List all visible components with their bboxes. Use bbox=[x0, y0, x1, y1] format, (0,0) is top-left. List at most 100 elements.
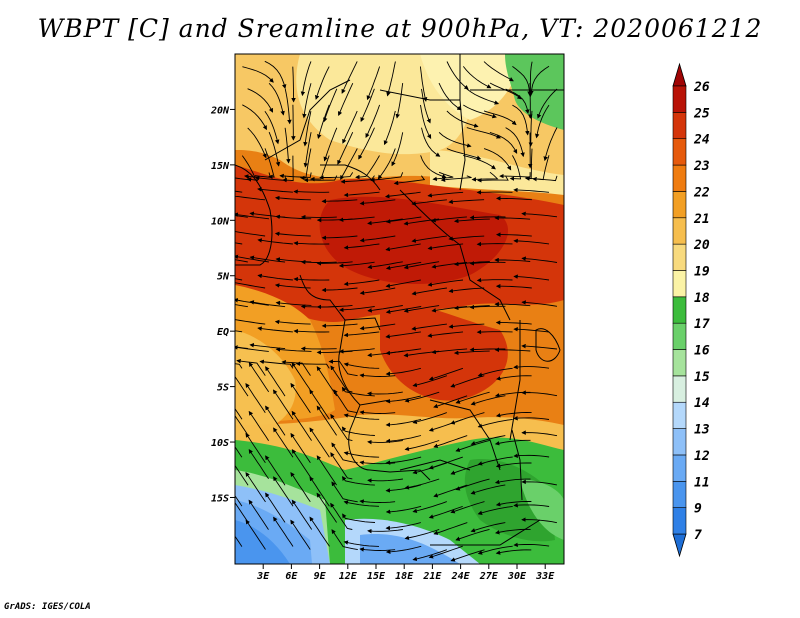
streamline bbox=[385, 435, 422, 444]
longitude-axis: 3E 6E 9E 12E 15E 18E 21E 24E 27E 30E 33E bbox=[256, 564, 555, 582]
colorbar-swatch bbox=[672, 454, 687, 482]
streamline bbox=[513, 238, 550, 245]
lat-tick-label: EQ bbox=[217, 327, 229, 338]
streamline bbox=[463, 154, 496, 170]
colorbar-label: 22 bbox=[693, 185, 710, 200]
streamline bbox=[521, 343, 558, 350]
streamline bbox=[343, 191, 380, 198]
streamline bbox=[235, 535, 243, 547]
streamline bbox=[477, 418, 513, 428]
streamline bbox=[330, 502, 353, 530]
lat-tick-label: 5S bbox=[217, 383, 229, 394]
streamline bbox=[433, 484, 468, 498]
streamline bbox=[257, 326, 293, 333]
streamline bbox=[303, 175, 338, 183]
streamline bbox=[235, 375, 249, 397]
streamline bbox=[303, 111, 312, 147]
streamline bbox=[385, 279, 421, 288]
streamline bbox=[330, 413, 353, 442]
colorbar-swatch bbox=[672, 322, 687, 350]
streamline bbox=[385, 331, 421, 339]
streamline bbox=[342, 513, 376, 523]
streamline bbox=[257, 273, 293, 281]
streamline bbox=[360, 88, 375, 123]
streamline bbox=[370, 172, 404, 183]
streamline bbox=[366, 66, 381, 101]
streamline bbox=[275, 347, 312, 352]
streamline bbox=[385, 348, 422, 356]
streamline bbox=[385, 216, 422, 224]
streamline bbox=[300, 61, 312, 97]
streamline bbox=[477, 175, 509, 183]
streamline bbox=[274, 231, 311, 237]
streamline bbox=[477, 367, 513, 377]
streamline bbox=[412, 501, 447, 514]
streamline bbox=[496, 232, 532, 237]
streamline bbox=[300, 346, 337, 351]
streamline bbox=[393, 175, 426, 186]
streamline bbox=[469, 347, 506, 352]
streamline bbox=[470, 522, 506, 533]
streamline bbox=[427, 279, 464, 287]
streamline bbox=[254, 175, 287, 181]
streamline bbox=[291, 66, 296, 103]
streamline bbox=[309, 516, 330, 547]
streamline bbox=[235, 278, 243, 281]
streamline bbox=[543, 127, 558, 162]
streamline bbox=[412, 412, 447, 425]
streamline bbox=[259, 359, 294, 369]
streamline bbox=[235, 304, 248, 308]
colorbar-label: 12 bbox=[694, 449, 710, 464]
streamline bbox=[264, 60, 287, 89]
colorbar-label: 7 bbox=[694, 528, 702, 543]
colorbar-label: 11 bbox=[694, 475, 710, 490]
streamlines bbox=[235, 60, 558, 562]
streamline bbox=[494, 215, 531, 221]
streamline bbox=[367, 439, 403, 445]
streamline bbox=[505, 88, 530, 114]
streamline bbox=[411, 323, 447, 331]
streamline bbox=[483, 148, 512, 171]
streamline bbox=[235, 259, 248, 263]
colorbar-swatch bbox=[672, 112, 687, 140]
streamline bbox=[247, 88, 274, 113]
streamline bbox=[359, 287, 396, 296]
streamline bbox=[242, 66, 274, 83]
streamline bbox=[385, 522, 421, 531]
streamline bbox=[291, 448, 313, 480]
streamline bbox=[295, 361, 330, 369]
streamline bbox=[310, 155, 330, 182]
streamline bbox=[273, 427, 294, 458]
streamline bbox=[428, 505, 463, 519]
streamline bbox=[454, 218, 490, 224]
streamline bbox=[438, 82, 462, 111]
streamline bbox=[235, 319, 266, 325]
colorbar-label: 21 bbox=[693, 212, 710, 227]
streamline bbox=[265, 455, 286, 486]
streamline bbox=[494, 301, 531, 307]
streamline bbox=[235, 330, 243, 333]
streamline bbox=[331, 481, 358, 503]
streamline bbox=[248, 410, 269, 441]
streamline bbox=[275, 195, 311, 201]
streamline bbox=[450, 501, 485, 514]
streamline bbox=[291, 499, 313, 530]
streamline bbox=[537, 88, 558, 119]
colorbar-cap-top bbox=[672, 62, 687, 87]
colorbar-label: 13 bbox=[694, 423, 710, 438]
streamline bbox=[421, 127, 441, 157]
grads-credit: GrADS: IGES/COLA bbox=[4, 602, 91, 612]
streamline bbox=[235, 363, 243, 369]
streamline bbox=[428, 367, 464, 381]
streamline bbox=[477, 456, 513, 466]
streamline bbox=[476, 277, 513, 283]
streamline bbox=[513, 542, 550, 548]
streamline bbox=[521, 211, 558, 218]
streamline bbox=[359, 323, 396, 331]
streamline bbox=[341, 475, 375, 486]
streamline bbox=[438, 132, 472, 148]
streamline bbox=[421, 88, 431, 124]
streamline bbox=[411, 287, 447, 296]
streamline bbox=[496, 375, 532, 381]
streamline bbox=[476, 329, 513, 335]
